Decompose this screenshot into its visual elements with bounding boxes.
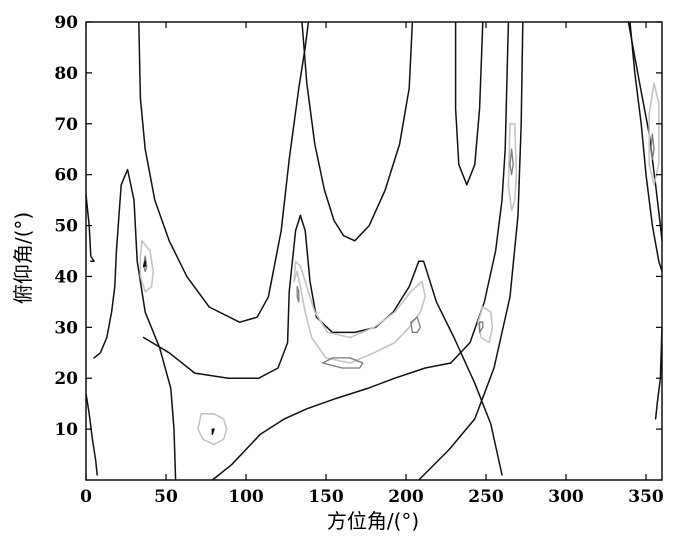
y-tick-label: 30 [54,318,78,338]
x-tick-label: 0 [80,487,92,507]
y-axis-title: 俯仰角/(°) [11,212,35,304]
y-tick-label: 70 [54,115,78,135]
contour-line-dark [418,21,524,481]
contour-line-light [648,82,660,186]
contour-line-dark [85,392,98,476]
contour-line-mid [296,285,300,303]
contour-line-dark [138,21,310,323]
x-tick-label: 50 [154,487,178,507]
x-tick-label: 150 [308,487,344,507]
contour-line-mid [509,148,514,176]
contour-line-dark [142,214,503,476]
y-tick-label: 90 [54,13,78,33]
contour-line-light [293,260,426,364]
contour-line-dark [85,194,95,262]
contour-line-dark [142,260,146,268]
y-tick-label: 40 [54,267,78,287]
contour-line-dark [211,21,510,481]
contour-line-light [139,240,154,293]
contour-line-light [477,306,494,344]
plot-frame [85,21,663,481]
contour-line-mid [478,321,484,334]
contour-line-light [507,123,518,212]
contour-line-mid [410,316,422,334]
contour-line-dark [629,21,663,273]
contour-line-mid [322,357,364,369]
x-tick-label: 200 [388,487,424,507]
x-tick-label: 300 [548,487,584,507]
contour-line-light [197,413,228,446]
x-axis-title: 方位角/(°) [327,509,419,533]
y-tick-label: 50 [54,217,78,237]
contour-line-dark [93,168,177,481]
y-tick-label: 60 [54,166,78,186]
contour-line-mid [650,133,655,161]
y-tick-label: 80 [54,64,78,84]
y-tick-label: 20 [54,369,78,389]
contour-line-dark [654,326,663,420]
x-tick-label: 350 [628,487,664,507]
contour-line-dark [301,21,414,242]
contour-line-dark [211,428,215,435]
y-axis-ticks: 10 20 30 40 50 60 70 80 90 [54,13,662,440]
plot-border [85,21,663,481]
contour-line-dark [454,21,484,186]
contour-lines [85,21,663,481]
x-tick-label: 100 [228,487,264,507]
x-tick-label: 250 [468,487,504,507]
x-axis-ticks: 0 50 100 150 200 250 300 350 [80,22,664,507]
y-tick-label: 10 [54,420,78,440]
